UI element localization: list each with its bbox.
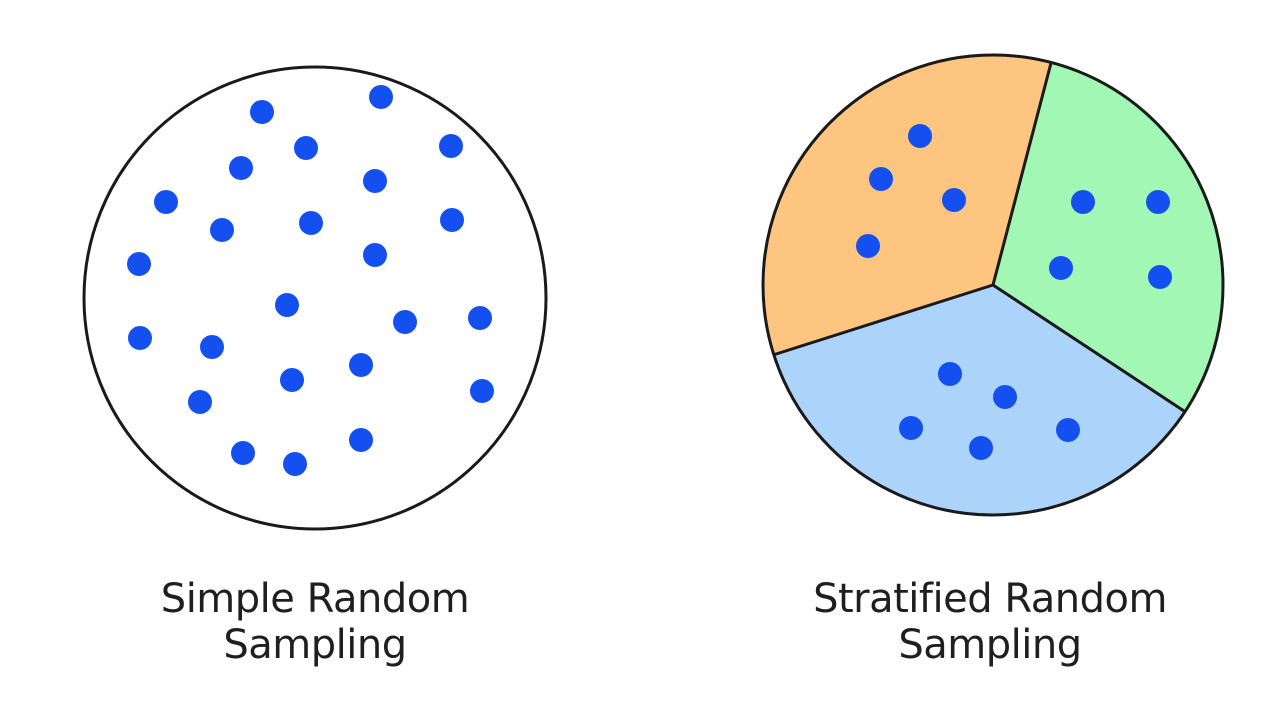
strata-dividers [772,62,1185,413]
sample-dot [439,134,463,158]
sample-dot [299,211,323,235]
stratum-green-sample-dot [1146,190,1170,214]
sample-dot [127,252,151,276]
stratum-divider [991,62,1053,286]
stratum-green [993,63,1222,411]
simple-random-sampling-diagram [82,65,548,531]
sample-dot [231,441,255,465]
strata-sectors [762,55,1222,515]
sample-dot [283,452,307,476]
stratum-green-sample-dot [1148,265,1172,289]
sample-dot [275,293,299,317]
sample-dot [470,379,494,403]
stratum-divider [772,283,994,357]
stratum-blue-sample-dot [993,385,1017,409]
stratum-orange-sample-dot [942,188,966,212]
sample-dot [280,368,304,392]
stratified-sample-dots [856,124,1172,460]
stratum-orange-sample-dot [856,234,880,258]
simple-random-sampling-caption: Simple Random Sampling [115,576,515,668]
stratum-green-sample-dot [1049,256,1073,280]
sample-dot [440,208,464,232]
sample-dot [468,306,492,330]
population-circle [82,65,548,531]
caption-line: Sampling [898,622,1082,668]
caption-line: Sampling [223,622,407,668]
sample-dot [188,390,212,414]
sample-dot [349,353,373,377]
sample-dot [200,335,224,359]
stratum-orange-sample-dot [869,167,893,191]
stratum-blue-sample-dot [969,436,993,460]
sample-dot [363,169,387,193]
sample-dot [294,136,318,160]
sample-dot [229,156,253,180]
stratified-random-sampling-diagram [761,53,1225,517]
sample-dot [154,190,178,214]
stratum-blue-sample-dot [938,362,962,386]
sample-dot [393,310,417,334]
stratum-blue-sample-dot [1056,418,1080,442]
population-circle-outline [761,53,1225,517]
sample-dot [349,428,373,452]
stratum-blue-sample-dot [899,416,923,440]
sample-dot [369,85,393,109]
stratum-blue [773,285,1184,515]
sample-dots [127,85,494,476]
caption-line: Simple Random [160,576,470,622]
caption-line: Stratified Random [813,576,1167,622]
sample-dot [250,100,274,124]
sample-dot [128,326,152,350]
stratum-orange-sample-dot [908,124,932,148]
stratum-orange [762,55,1051,355]
sample-dot [363,243,387,267]
stratum-green-sample-dot [1071,190,1095,214]
stratified-random-sampling-caption: Stratified Random Sampling [790,576,1190,668]
sample-dot [210,218,234,242]
stratum-divider [992,283,1185,413]
